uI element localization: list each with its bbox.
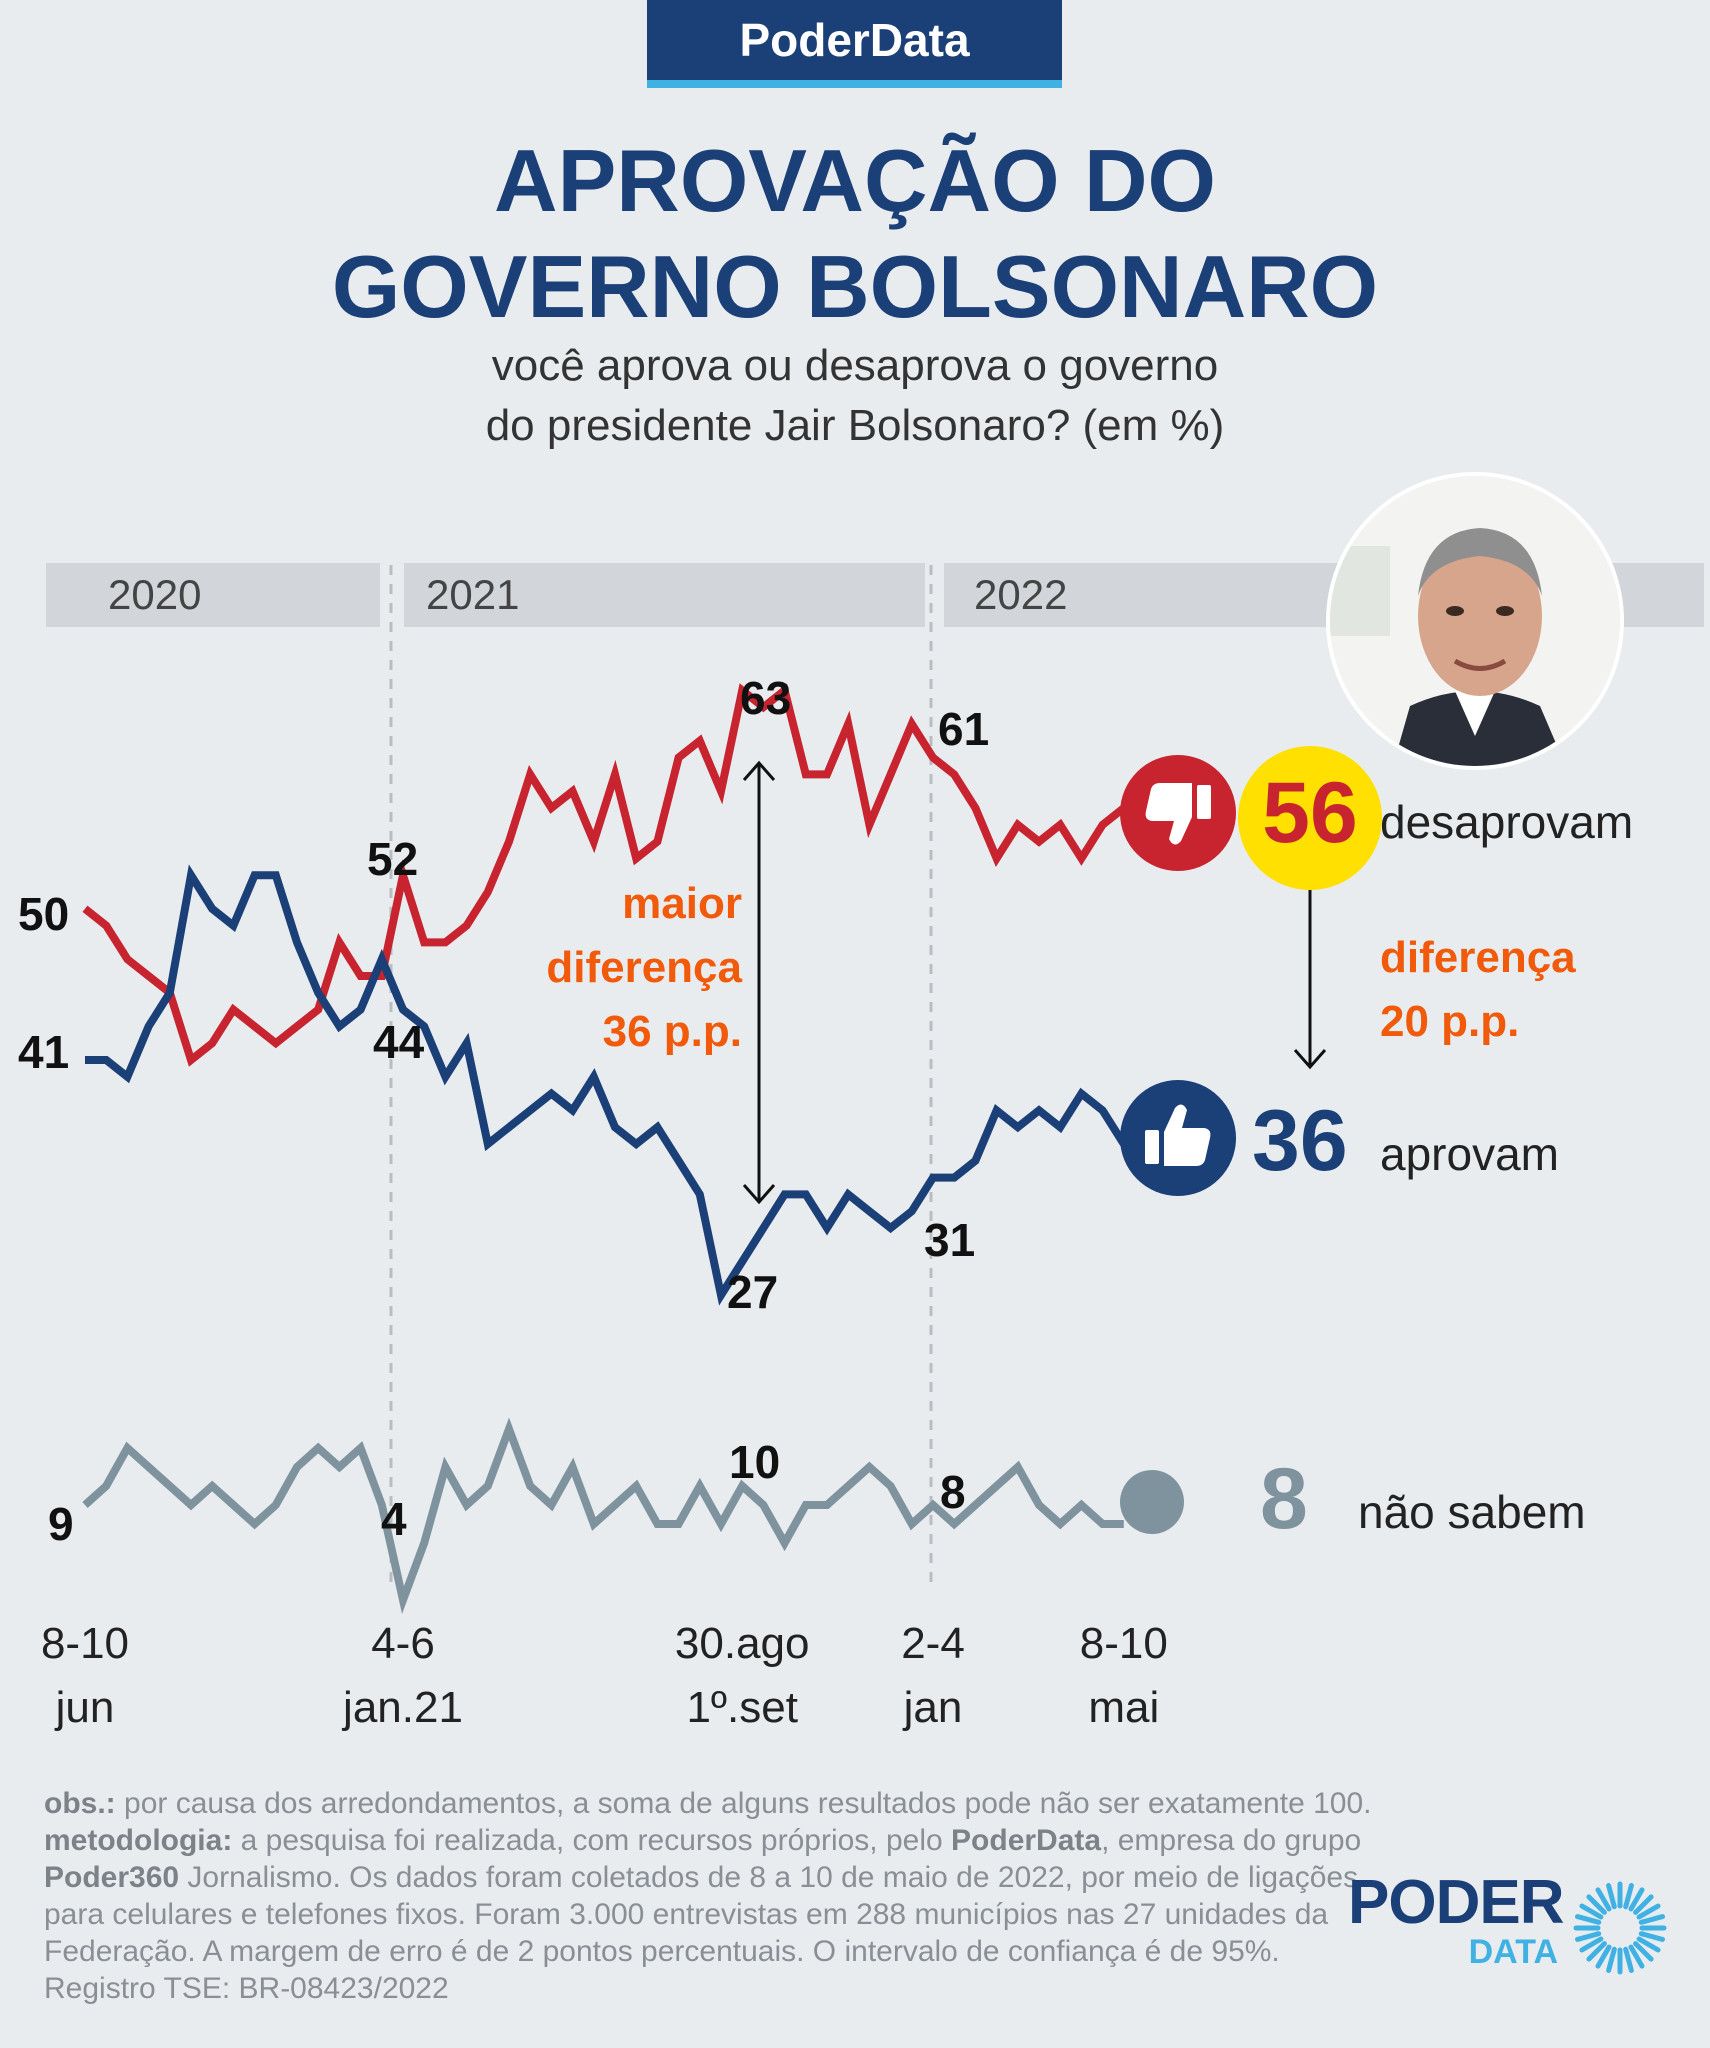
page-title: APROVAÇÃO DO GOVERNO BOLSONARO xyxy=(0,128,1710,340)
subtitle-line-2: do presidente Jair Bolsonaro? (em %) xyxy=(485,401,1225,450)
x-tick-label-0-2: jun xyxy=(54,1683,115,1732)
logo-burst-ray xyxy=(1636,1903,1661,1920)
nao-sabem-end-dot xyxy=(1120,1470,1184,1534)
year-label-2020: 2020 xyxy=(108,571,202,618)
logo-burst-ray xyxy=(1586,1941,1607,1962)
nao-sabem-latest-value: 8 xyxy=(1260,1451,1308,1547)
methodology-text-2: , empresa do grupo xyxy=(1101,1824,1362,1857)
max-diff-text-2: diferença xyxy=(546,943,742,992)
methodology-brand: PoderData xyxy=(951,1824,1102,1857)
methodology-label: metodologia: xyxy=(44,1824,233,1857)
aprovam-legend-label: aprovam xyxy=(1380,1128,1559,1180)
max-diff-text-3: 36 p.p. xyxy=(603,1007,742,1056)
logo-burst-ray xyxy=(1595,1944,1612,1969)
logo-burst-ray xyxy=(1623,1883,1634,1910)
methodology-text-1: a pesquisa foi realizada, com recursos p… xyxy=(232,1824,952,1857)
desaprovam-highlight-circle xyxy=(1238,746,1382,890)
series-lines xyxy=(82,683,1128,1615)
x-tick-label-0-1: 8-10 xyxy=(41,1619,129,1668)
aprovam-line xyxy=(85,864,1128,1306)
logo-burst-ray xyxy=(1595,1887,1612,1912)
president-portrait xyxy=(1326,472,1624,770)
thumbs-up-icon xyxy=(1145,1104,1211,1166)
current-diff-arrowhead-bottom xyxy=(1293,1049,1327,1070)
logo-line-1: PODER xyxy=(1348,1868,1564,1937)
label-jan22-aprovam: 31 xyxy=(924,1214,975,1266)
x-tick-label-2-1: 30.ago xyxy=(675,1619,810,1668)
x-tick-label-1-2: jan.21 xyxy=(341,1683,463,1732)
desaprovam-latest-value: 56 xyxy=(1262,765,1358,861)
label-peak-nao-sabem: 10 xyxy=(729,1436,780,1488)
x-tick-label-3-1: 2-4 xyxy=(901,1619,965,1668)
year-label-2022: 2022 xyxy=(974,571,1068,618)
logo-burst-ray xyxy=(1628,1887,1645,1912)
obs-label: obs.: xyxy=(44,1787,116,1820)
nao-sabem-legend-label: não sabem xyxy=(1358,1486,1586,1538)
label-peak-aprovam-low: 27 xyxy=(727,1266,778,1318)
x-tick-label-4-1: 8-10 xyxy=(1080,1619,1168,1668)
methodology-group: Poder360 xyxy=(44,1861,180,1894)
obs-note: obs.: por causa dos arredondamentos, a s… xyxy=(44,1785,1374,1822)
aprovam-latest-value: 36 xyxy=(1252,1093,1348,1189)
x-axis-labels: 8-10 jun 4-6 jan.21 30.ago 1º.set 2-4 jan 8-10 ma… xyxy=(41,1619,1168,1732)
label-jan21-desaprovam: 52 xyxy=(367,833,418,885)
logo-burst-ray xyxy=(1638,1931,1665,1942)
max-diff-arrowhead-bottom xyxy=(742,1184,776,1205)
label-start-nao-sabem: 9 xyxy=(48,1498,74,1550)
subtitle-line-1: você aprova ou desaprova o governo xyxy=(491,341,1219,390)
subtitle: você aprova ou desaprova o governo do pr… xyxy=(0,336,1710,456)
current-diff-text-1: diferença xyxy=(1380,933,1576,982)
logo-burst-ray xyxy=(1636,1936,1661,1953)
logo-burst-ray xyxy=(1633,1894,1654,1915)
label-jan21-aprovam: 44 xyxy=(373,1016,425,1068)
logo-burst-ray xyxy=(1638,1914,1665,1925)
x-tick-label-1-1: 4-6 xyxy=(371,1619,435,1668)
label-peak-desaprovam: 63 xyxy=(740,672,791,724)
label-jan22-nao-sabem: 8 xyxy=(940,1466,966,1518)
year-label-2021: 2021 xyxy=(426,571,520,618)
obs-text: por causa dos arredondamentos, a soma de… xyxy=(115,1787,1372,1820)
logo-burst-ray xyxy=(1623,1946,1634,1973)
brand-label: PoderData xyxy=(739,14,970,66)
logo-burst-ray xyxy=(1579,1936,1604,1953)
label-start-desaprovam: 50 xyxy=(18,888,69,940)
thumbs-down-icon xyxy=(1145,783,1211,845)
desaprovam-line xyxy=(82,683,1127,1067)
x-tick-label-2-2: 1º.set xyxy=(686,1683,797,1732)
logo-burst-ray xyxy=(1633,1941,1654,1962)
year-band-2020: 2020 xyxy=(46,563,380,627)
label-jan22-desaprovam: 61 xyxy=(938,703,989,755)
logo-burst-ray xyxy=(1606,1946,1617,1973)
max-diff-text-1: maior xyxy=(622,879,742,928)
desaprovam-legend-label: desaprovam xyxy=(1380,796,1633,848)
x-tick-label-3-2: jan xyxy=(902,1683,963,1732)
logo-burst-ray xyxy=(1606,1883,1617,1910)
logo-burst-ray xyxy=(1575,1931,1602,1942)
label-start-aprovam: 41 xyxy=(18,1026,69,1078)
title-line-1: APROVAÇÃO DO xyxy=(494,131,1216,230)
logo-line-2: DATA xyxy=(1468,1933,1558,1971)
poderdata-logo: PODER DATA xyxy=(1348,1868,1564,1971)
approval-chart: 50 41 9 52 44 4 63 27 10 61 31 8 maior d… xyxy=(18,565,1633,1732)
label-jan21-nao-sabem: 4 xyxy=(381,1493,407,1545)
footnotes: obs.: por causa dos arredondamentos, a s… xyxy=(44,1785,1374,2007)
x-tick-label-4-2: mai xyxy=(1088,1683,1159,1732)
logo-burst-ray xyxy=(1579,1903,1604,1920)
logo-burst-ray xyxy=(1575,1914,1602,1925)
logo-burst-ray xyxy=(1628,1944,1645,1969)
title-line-2: GOVERNO BOLSONARO xyxy=(331,237,1379,336)
nao-sabem-line xyxy=(82,1417,1124,1615)
brand-tab: PoderData xyxy=(647,0,1062,88)
year-band-2021: 2021 xyxy=(404,563,925,627)
logo-burst-ray xyxy=(1586,1894,1607,1915)
portrait-illustration xyxy=(1330,476,1620,766)
methodology-note: metodologia: a pesquisa foi realizada, c… xyxy=(44,1822,1374,2007)
current-diff-text-2: 20 p.p. xyxy=(1380,997,1519,1046)
methodology-text-3: Jornalismo. Os dados foram coletados de … xyxy=(44,1861,1359,2005)
max-diff-arrowhead-top xyxy=(742,760,776,781)
logo-burst-icon xyxy=(1573,1881,1667,1975)
